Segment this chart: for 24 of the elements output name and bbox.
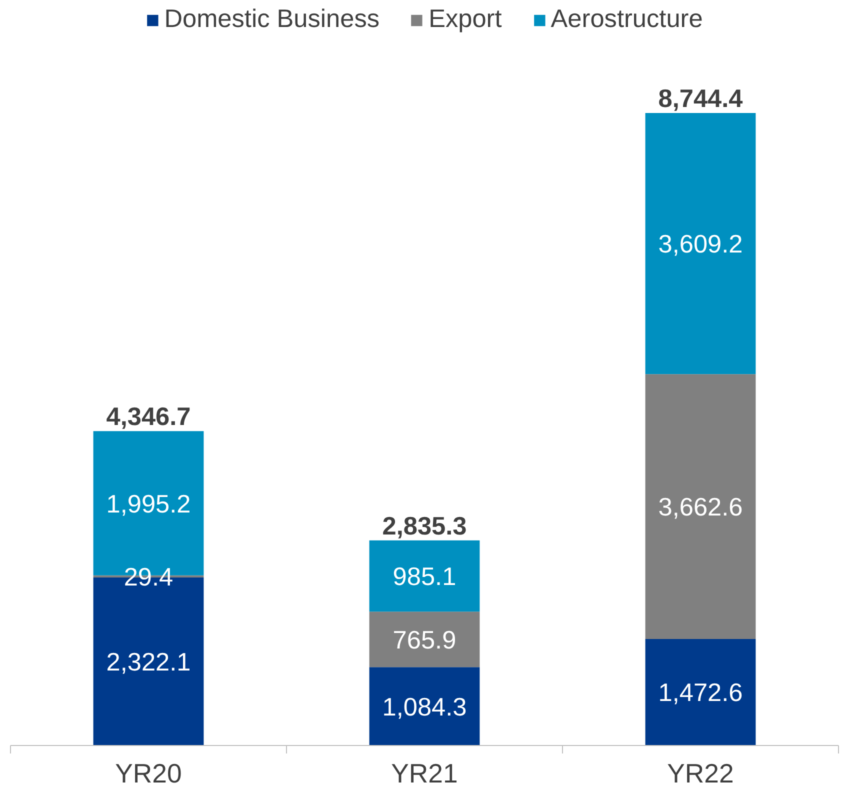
bar xyxy=(369,612,480,668)
data-label: 1,084.3 xyxy=(382,693,467,722)
data-label: 985.1 xyxy=(392,563,456,592)
data-label: 29.4 xyxy=(124,563,174,592)
data-label: 3,662.6 xyxy=(658,494,743,522)
legend-label: Export xyxy=(428,5,502,34)
bar xyxy=(369,540,480,612)
bar xyxy=(369,667,480,746)
data-label: 765.9 xyxy=(392,626,456,654)
total-label: 8,744.4 xyxy=(658,85,743,114)
bar xyxy=(645,374,756,639)
data-label: 1,995.2 xyxy=(106,490,191,518)
legend-label: Aerostructure xyxy=(550,5,703,34)
total-label: 2,835.3 xyxy=(382,512,467,540)
total-label: 4,346.7 xyxy=(106,403,191,432)
data-label: 3,609.2 xyxy=(658,230,743,259)
bar xyxy=(645,638,756,746)
x-tick-label: YR21 xyxy=(391,758,458,788)
data-label: 1,472.6 xyxy=(658,679,743,708)
x-tick-label: YR22 xyxy=(667,758,734,788)
x-tick-label: YR20 xyxy=(115,758,182,788)
legend-label: Domestic Business xyxy=(164,5,380,34)
bar xyxy=(645,113,756,374)
data-label: 2,322.1 xyxy=(106,648,191,677)
